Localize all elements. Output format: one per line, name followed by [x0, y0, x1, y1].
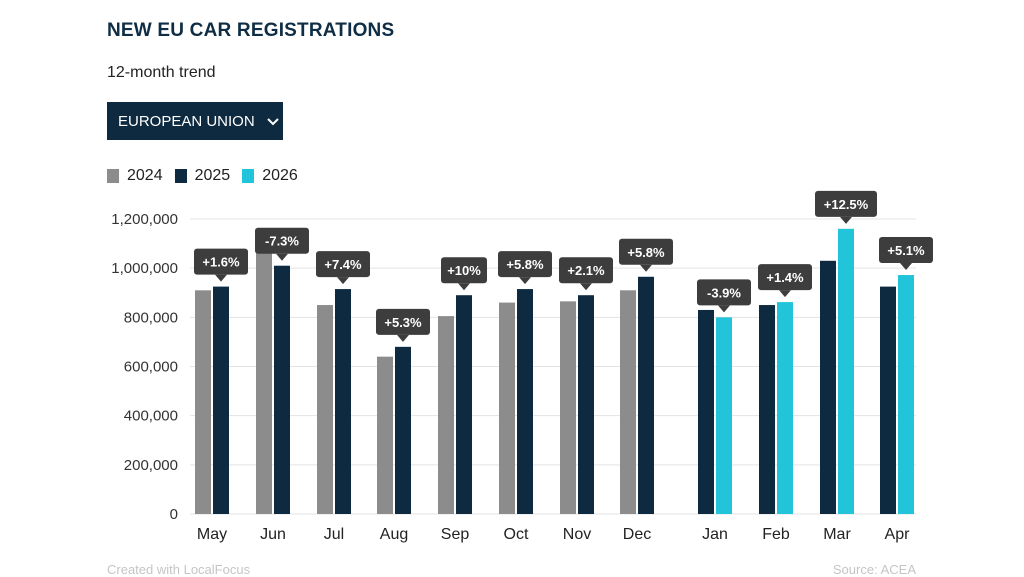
legend-label-2026: 2026 [262, 167, 298, 184]
region-dropdown[interactable]: EUROPEAN UNION [107, 102, 283, 140]
change-label: +1.4% [766, 270, 804, 285]
change-callout [194, 248, 248, 275]
change-label: -3.9% [707, 285, 741, 300]
x-tick-label: Feb [762, 526, 790, 543]
chart-title: NEW EU CAR REGISTRATIONS [107, 20, 395, 41]
callout-pointer [580, 283, 592, 291]
change-label: +5.8% [506, 257, 544, 272]
bar-2025-apr [880, 286, 896, 514]
bar-2026-apr [898, 275, 914, 514]
legend-item-2025[interactable]: 2025 [174, 167, 231, 185]
bar-2024-aug [377, 356, 393, 514]
change-callout [758, 264, 812, 291]
legend-swatch-2024 [107, 169, 119, 183]
callout-pointer [900, 263, 912, 271]
bar-2025-jan [698, 309, 714, 514]
bar-2025-aug [395, 346, 411, 514]
change-callout [879, 237, 933, 264]
bar-2026-jan [716, 317, 732, 514]
footer-source: Source: ACEA [832, 562, 916, 577]
change-label: +7.4% [324, 257, 362, 272]
callout-pointer [718, 305, 730, 313]
x-tick-label: Oct [504, 526, 529, 543]
callout-pointer [337, 277, 349, 285]
change-callout [815, 190, 877, 217]
change-callout [376, 308, 430, 335]
region-dropdown-label: EUROPEAN UNION [118, 112, 255, 130]
x-tick-label: Sep [441, 526, 470, 543]
bar-2025-may [213, 286, 229, 514]
bar-2024-may [195, 290, 211, 514]
callout-pointer [215, 274, 227, 282]
x-tick-label: Jan [702, 526, 728, 543]
x-tick-label: Apr [885, 526, 911, 543]
bar-2024-nov [560, 301, 576, 514]
bar-2025-mar [820, 260, 836, 514]
change-callout [255, 227, 309, 254]
callout-pointer [458, 283, 470, 291]
x-tick-label: Jun [260, 526, 286, 543]
y-tick-label: 400,000 [124, 408, 178, 425]
legend-label-2024: 2024 [127, 167, 163, 184]
footer-credit: Created with LocalFocus [107, 562, 251, 577]
change-callout [559, 257, 613, 284]
y-tick-label: 800,000 [124, 309, 178, 326]
legend-label-2025: 2025 [194, 167, 231, 184]
change-callout [697, 279, 751, 306]
bar-2024-sep [438, 316, 454, 514]
y-tick-label: 0 [170, 506, 178, 523]
x-tick-label: Jul [324, 526, 344, 543]
bar-2025-sep [456, 295, 472, 514]
bar-2024-jun [256, 246, 272, 514]
bar-2024-jul [317, 305, 333, 514]
change-label: -7.3% [265, 234, 299, 249]
change-callout [316, 251, 370, 278]
x-tick-label: May [197, 526, 227, 543]
legend-item-2026[interactable]: 2026 [242, 167, 298, 185]
callout-pointer [840, 216, 852, 224]
y-tick-label: 200,000 [124, 457, 178, 474]
y-tick-label: 600,000 [124, 359, 178, 376]
change-label: +12.5% [824, 197, 869, 212]
bar-2025-oct [517, 289, 533, 514]
bar-2026-mar [838, 228, 854, 515]
bar-2025-jun [274, 265, 290, 514]
x-tick-label: Aug [380, 526, 408, 543]
x-tick-label: Mar [823, 526, 851, 543]
change-label: +5.8% [627, 245, 665, 260]
change-callout [619, 238, 673, 265]
callout-pointer [779, 290, 791, 298]
change-callout [498, 251, 552, 278]
callout-pointer [276, 253, 288, 261]
bar-2025-dec [638, 276, 654, 514]
legend-swatch-2026 [242, 169, 255, 183]
x-tick-label: Dec [623, 526, 651, 543]
callout-pointer [519, 277, 531, 285]
x-tick-label: Nov [563, 526, 591, 543]
bar-2024-dec [620, 290, 636, 514]
chevron-down-icon [266, 113, 279, 130]
bar-2025-feb [759, 305, 775, 514]
callout-pointer [397, 334, 409, 342]
change-label: +10% [447, 263, 481, 278]
legend-item-2024[interactable]: 2024 [107, 167, 163, 185]
change-label: +1.6% [202, 255, 240, 270]
legend-swatch-2025 [174, 169, 187, 183]
change-callout [441, 257, 487, 284]
y-tick-label: 1,200,000 [111, 211, 178, 228]
change-label: +5.1% [887, 243, 925, 258]
bar-2025-jul [335, 289, 351, 514]
change-label: +2.1% [567, 263, 605, 278]
bar-2026-feb [777, 302, 793, 514]
y-tick-label: 1,000,000 [111, 260, 178, 277]
change-label: +5.3% [384, 315, 422, 330]
callout-pointer [640, 264, 652, 272]
bar-2024-oct [499, 302, 515, 514]
bar-2025-nov [578, 295, 594, 514]
chart-subtitle: 12-month trend [107, 64, 216, 81]
chart-legend: 2024 2025 2026 [107, 167, 310, 185]
